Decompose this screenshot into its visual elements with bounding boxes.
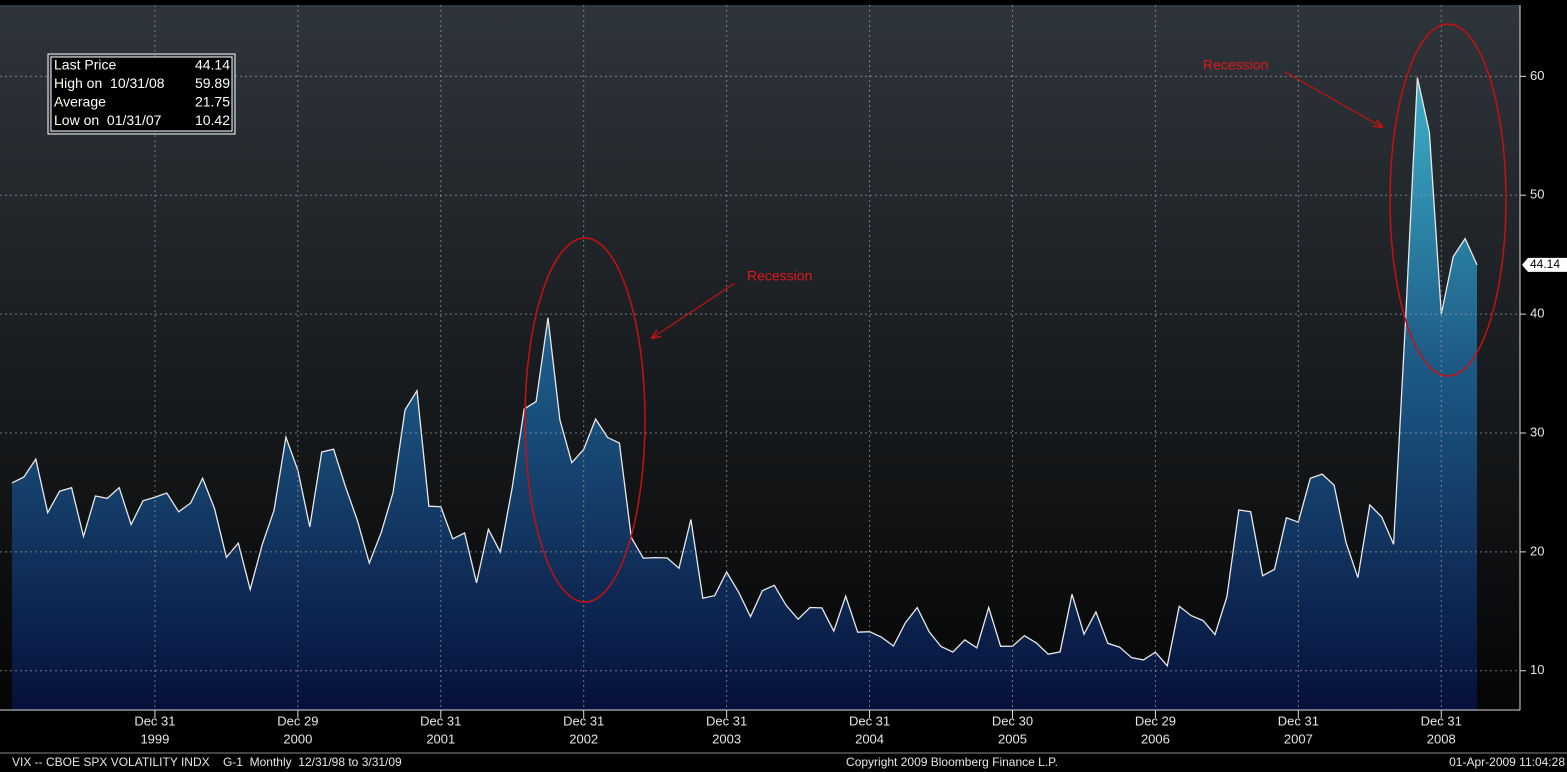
arrow [1284,71,1382,127]
highlight-ellipse [1389,23,1507,377]
y-tick-label: 60 [1530,68,1544,83]
plot-layer [0,5,1520,711]
x-tick-year: 2003 [712,731,741,746]
x-tick-year: 2007 [1284,731,1313,746]
stat-value: 10.42 [195,112,230,128]
x-tick-label: Dec 31 [420,713,461,728]
y-tick-label: 30 [1530,424,1544,439]
x-tick-label: Dec 31 [849,713,890,728]
x-tick-year: 2002 [569,731,598,746]
annotation: Recession [1203,57,1268,73]
stat-label: High on 10/31/08 [54,75,165,91]
last-price-tag [1522,257,1567,272]
annotation: Recession [747,268,812,284]
line [11,77,1478,668]
x-tick-year: 1999 [140,731,169,746]
y-tick-label: 20 [1530,543,1544,558]
x-tick-label: Dec 29 [1135,713,1176,728]
y-tick-label: 40 [1530,306,1544,321]
footer-left: VIX -- CBOE SPX VOLATILITY INDX G-1 Mont… [12,755,402,769]
x-tick-year: 2006 [1141,731,1170,746]
stat-label: Last Price [54,57,116,73]
footer-center: Copyright 2009 Bloomberg Finance L.P. [846,755,1058,769]
x-tick-year: 2005 [998,731,1027,746]
stat-value: 44.14 [195,57,230,73]
last-price-label: 44.14 [1530,257,1560,271]
x-tick-year: 2001 [426,731,455,746]
x-tick-label: Dec 31 [706,713,747,728]
y-tick-label: 50 [1530,187,1544,202]
x-tick-year: 2000 [283,731,312,746]
x-tick-label: Dec 29 [277,713,318,728]
x-tick-year: 2008 [1427,731,1456,746]
stat-label: Average [54,94,106,110]
footer-right: 01-Apr-2009 11:04:28 [1449,755,1565,769]
area [12,77,1477,711]
stats-box-inner [50,56,233,132]
x-tick-label: Dec 31 [134,713,175,728]
stats-box [47,53,236,135]
x-tick-year: 2004 [855,731,884,746]
y-tick-label: 10 [1530,662,1544,677]
arrow [652,282,736,338]
stat-label: Low on 01/31/07 [54,112,162,128]
x-tick-label: Dec 30 [992,713,1033,728]
stat-value: 59.89 [195,75,230,91]
x-tick-label: Dec 31 [563,713,604,728]
x-tick-label: Dec 31 [1421,713,1462,728]
x-tick-label: Dec 31 [1278,713,1319,728]
stat-value: 21.75 [195,94,230,110]
highlight-ellipse [524,237,646,603]
